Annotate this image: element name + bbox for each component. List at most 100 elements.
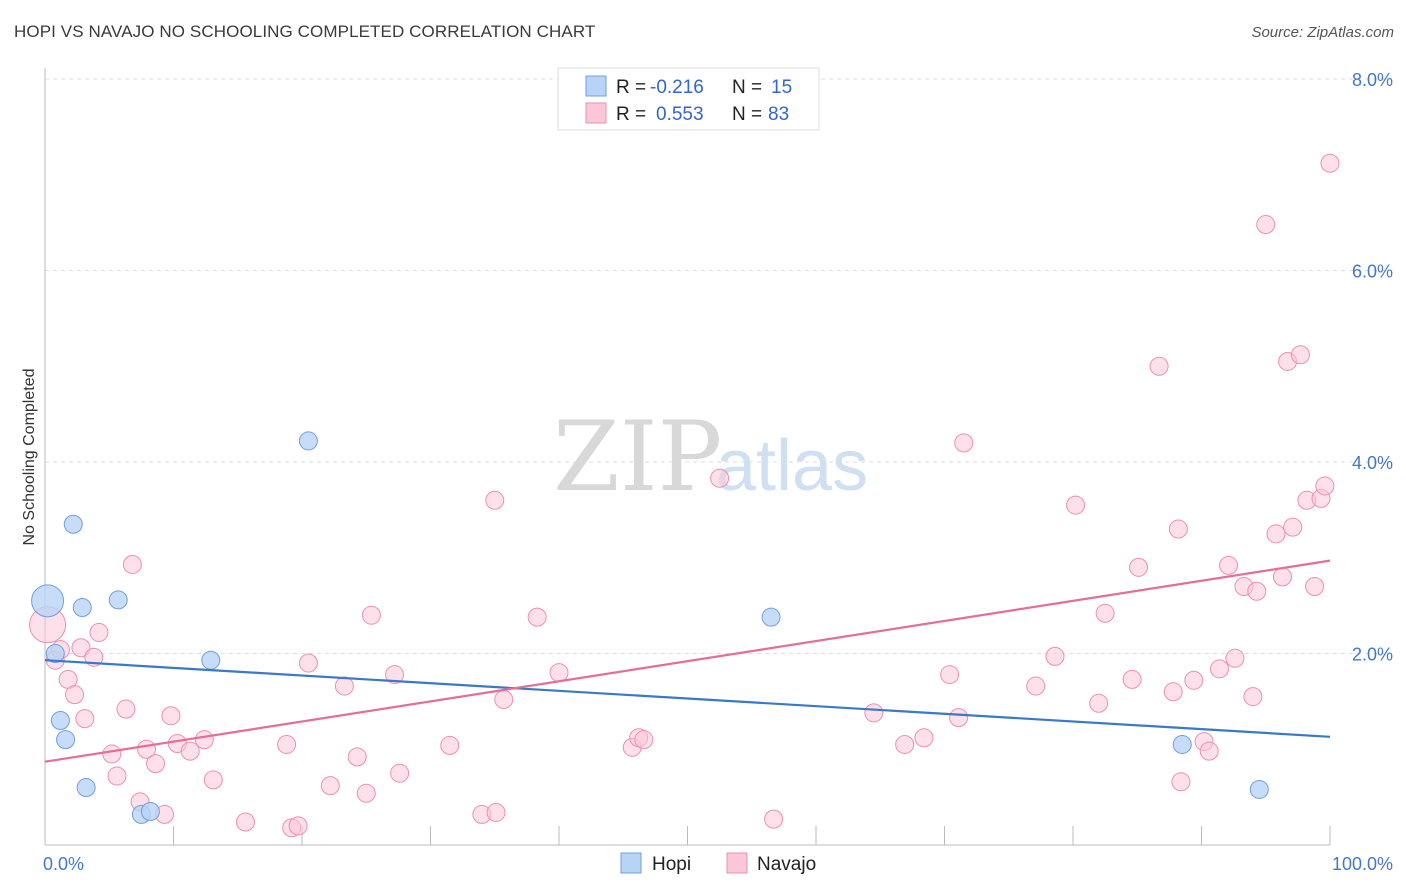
legend-r-value-navajo: 0.553 <box>656 104 704 125</box>
point-navajo <box>1149 356 1169 376</box>
point-navajo <box>895 734 915 754</box>
point-navajo <box>71 638 91 658</box>
point-hopi <box>140 801 160 821</box>
point-navajo <box>1168 519 1188 539</box>
point-navajo <box>334 676 354 696</box>
point-navajo <box>385 665 405 685</box>
point-navajo <box>954 433 974 453</box>
point-navajo <box>494 689 514 709</box>
point-navajo <box>1272 567 1292 587</box>
trend-line-hopi <box>44 659 1331 738</box>
point-navajo <box>764 809 784 829</box>
point-hopi <box>56 730 76 750</box>
point-navajo <box>356 783 376 803</box>
point-hopi <box>1172 734 1192 754</box>
point-navajo <box>107 766 127 786</box>
point-navajo <box>146 754 166 774</box>
point-navajo <box>485 490 505 510</box>
point-navajo <box>549 663 569 683</box>
point-navajo <box>1305 576 1325 596</box>
legend-swatch-hopi <box>585 75 607 97</box>
point-navajo <box>1026 676 1046 696</box>
point-navajo <box>298 653 318 673</box>
point-navajo <box>1256 215 1276 235</box>
legend-n-label-navajo: N = <box>732 104 762 125</box>
point-navajo <box>486 802 506 822</box>
point-hopi <box>45 644 65 663</box>
grid-lines <box>45 78 1392 654</box>
point-navajo <box>1315 476 1335 496</box>
legend-n-value-navajo: 83 <box>768 104 789 125</box>
point-navajo <box>320 776 340 796</box>
point-hopi <box>72 598 92 618</box>
point-hopi <box>761 607 781 627</box>
point-navajo <box>65 685 85 705</box>
point-hopi <box>201 650 221 670</box>
point-navajo <box>161 706 181 726</box>
legend-r-label-navajo: R = <box>616 104 646 125</box>
series-legend: Hopi Navajo <box>620 852 816 875</box>
point-navajo <box>1247 581 1267 601</box>
point-hopi <box>76 778 96 798</box>
point-navajo <box>122 554 142 574</box>
point-navajo <box>1184 670 1204 690</box>
point-navajo <box>361 605 381 625</box>
point-navajo <box>914 728 934 748</box>
chart-title: HOPI VS NAVAJO NO SCHOOLING COMPLETED CO… <box>14 22 596 41</box>
x-tick-label: 100.0% <box>1332 854 1393 874</box>
watermark-atlas: atlas <box>716 426 868 506</box>
point-navajo <box>1225 648 1245 668</box>
point-navajo <box>75 709 95 729</box>
point-hopi <box>31 584 65 618</box>
point-navajo <box>634 730 654 750</box>
point-navajo <box>1243 687 1263 707</box>
point-navajo <box>1283 517 1303 537</box>
point-navajo <box>440 735 460 755</box>
series-legend-label-navajo: Navajo <box>757 854 816 875</box>
point-navajo <box>390 763 410 783</box>
point-navajo <box>116 699 136 719</box>
point-hopi <box>1249 779 1269 799</box>
point-navajo <box>1122 669 1142 689</box>
watermark: ZIP atlas <box>553 401 868 513</box>
point-navajo <box>288 816 308 836</box>
trend-line-navajo <box>44 559 1331 763</box>
point-navajo <box>1199 741 1219 761</box>
point-navajo <box>527 607 547 627</box>
point-navajo <box>235 812 255 832</box>
legend-r-value-hopi: -0.216 <box>650 77 704 98</box>
point-navajo <box>347 747 367 767</box>
point-navajo <box>1290 345 1310 365</box>
source-label: Source: ZipAtlas.com <box>1251 24 1394 41</box>
point-navajo <box>1066 495 1086 515</box>
point-navajo <box>1266 524 1286 544</box>
series-legend-label-hopi: Hopi <box>652 854 691 875</box>
point-hopi <box>63 514 83 534</box>
y-tick-label: 6.0% <box>1352 262 1393 282</box>
legend-r-label-hopi: R = <box>616 77 646 98</box>
point-navajo <box>1129 557 1149 577</box>
y-tick-label: 2.0% <box>1352 645 1393 665</box>
point-hopi <box>50 711 70 731</box>
stats-legend: R = -0.216 N = 15 R = 0.553 N = 83 <box>557 67 820 131</box>
point-navajo <box>203 770 223 790</box>
legend-swatch-navajo <box>585 102 607 124</box>
point-navajo <box>277 734 297 754</box>
legend-n-label-hopi: N = <box>732 77 762 98</box>
point-navajo <box>1320 153 1340 173</box>
x-tick-labels: 0.0% 100.0% <box>43 854 1393 874</box>
trend-lines <box>44 559 1331 763</box>
point-navajo <box>1218 555 1238 575</box>
point-navajo <box>194 730 214 750</box>
watermark-zip: ZIP <box>553 401 722 513</box>
point-navajo <box>949 708 969 728</box>
y-tick-labels: 2.0% 4.0% 6.0% 8.0% <box>1352 70 1393 665</box>
x-tick-label: 0.0% <box>43 854 84 874</box>
point-navajo <box>180 741 200 761</box>
point-navajo <box>940 665 960 685</box>
point-navajo <box>1171 772 1191 792</box>
point-navajo <box>1163 682 1183 702</box>
series-legend-swatch-navajo <box>726 852 748 874</box>
point-navajo <box>710 468 730 488</box>
